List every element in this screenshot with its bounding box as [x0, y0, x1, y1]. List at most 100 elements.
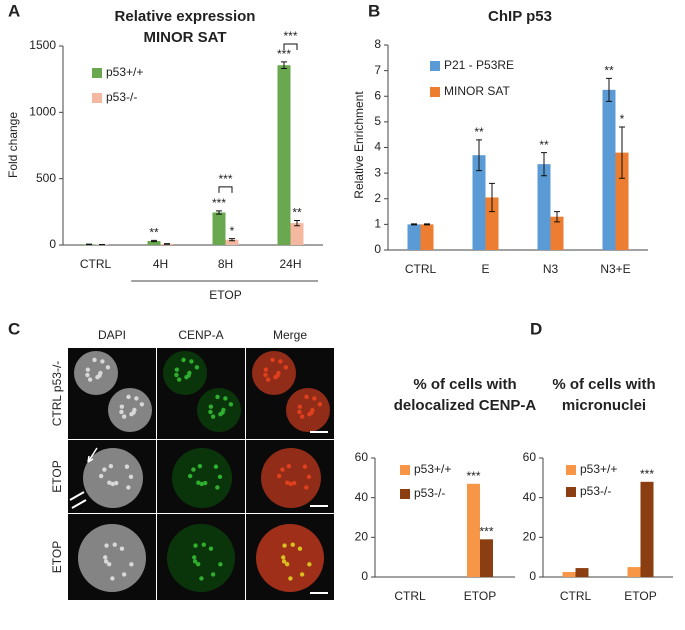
speckle: [297, 546, 303, 551]
speckle: [199, 576, 204, 581]
speckle: [297, 404, 303, 409]
error-bar: [411, 223, 417, 226]
x-tick-label: ETOP: [464, 589, 496, 603]
speckle: [187, 473, 193, 479]
error-bar: [164, 243, 170, 245]
y-tick-label: 8: [374, 37, 381, 51]
column-header: CENP-A: [178, 328, 223, 342]
y-tick-label: 1500: [29, 38, 56, 52]
speckle: [280, 467, 285, 472]
speckle: [124, 464, 130, 469]
speckle: [119, 409, 124, 415]
speckle: [199, 481, 204, 487]
bar: [480, 539, 493, 577]
legend-swatch: [92, 68, 102, 78]
nucleus: [197, 388, 241, 432]
speckle: [112, 542, 117, 547]
speckle: [218, 411, 223, 417]
legend-label: MINOR SAT: [444, 84, 510, 98]
bar: [277, 65, 291, 245]
speckle: [263, 372, 268, 378]
speckle: [192, 555, 197, 560]
error-bar: [619, 126, 625, 179]
speckle: [119, 546, 125, 551]
significance-label: **: [539, 138, 549, 152]
speckle: [286, 463, 292, 469]
speckle: [191, 467, 196, 472]
speckle: [121, 414, 127, 419]
bar: [537, 164, 551, 250]
speckle: [95, 374, 100, 380]
y-tick-label: 1000: [29, 105, 56, 119]
nucleus: [172, 448, 232, 508]
speckle: [92, 357, 97, 363]
speckle: [193, 543, 198, 548]
speckle: [265, 377, 271, 382]
nucleus: [167, 524, 235, 592]
y-tick-label: 2: [374, 191, 381, 205]
chart-title: % of cells with: [413, 376, 516, 393]
y-tick-label: 0: [361, 569, 368, 583]
column-header: DAPI: [98, 328, 126, 342]
significance-label: ***: [479, 524, 493, 538]
error-bar: [294, 219, 300, 227]
speckle: [121, 572, 127, 577]
speckle: [317, 402, 323, 407]
speckle: [307, 411, 312, 417]
significance-label: **: [474, 125, 484, 139]
y-axis-label: Relative Enrichment: [352, 91, 366, 199]
speckle: [107, 480, 112, 485]
speckle: [281, 559, 287, 564]
x-tick-label: 8H: [218, 257, 233, 271]
y-tick-label: 500: [36, 171, 56, 185]
bar: [550, 216, 564, 250]
speckle: [184, 374, 189, 380]
speckle: [290, 542, 295, 547]
speckle: [114, 480, 119, 486]
bar: [472, 155, 486, 250]
y-tick-label: 1: [374, 217, 381, 231]
speckle: [218, 562, 223, 567]
speckle: [288, 481, 293, 487]
comparison-label: ***: [218, 172, 232, 186]
speckle: [128, 474, 134, 480]
speckle: [194, 365, 200, 370]
y-tick-label: 0: [49, 237, 56, 251]
legend-label: p53-/-: [414, 486, 445, 500]
speckle: [126, 485, 131, 490]
significance-label: ***: [212, 196, 226, 210]
bar: [290, 223, 304, 245]
speckle: [297, 409, 302, 415]
x-tick-label: CTRL: [405, 262, 437, 276]
nucleus: [163, 351, 207, 395]
bar: [615, 152, 629, 250]
speckle: [299, 572, 305, 577]
legend-swatch: [400, 465, 410, 475]
legend-label: P21 - P53RE: [444, 58, 514, 72]
legend-swatch: [400, 489, 410, 499]
speckle: [106, 561, 112, 567]
y-tick-label: 3: [374, 165, 381, 179]
speckle: [192, 559, 198, 564]
chart-title: ChIP p53: [488, 8, 552, 25]
x-tick-label: CTRL: [560, 589, 592, 603]
y-tick-label: 40: [523, 490, 537, 504]
speckle: [104, 543, 109, 548]
bar: [575, 568, 589, 577]
speckle: [215, 394, 220, 400]
speckle: [195, 561, 201, 567]
error-bar: [424, 223, 430, 226]
speckle: [306, 474, 312, 480]
nucleus: [256, 524, 324, 592]
legend-swatch: [430, 61, 440, 71]
speckle: [110, 481, 115, 487]
speckle: [176, 377, 182, 382]
x-tick-label: CTRL: [394, 589, 426, 603]
speckle: [223, 396, 228, 401]
speckle: [299, 414, 305, 419]
bar: [147, 241, 161, 245]
speckle: [100, 359, 105, 364]
speckle: [98, 473, 104, 479]
speckle: [103, 559, 109, 564]
bar: [627, 567, 641, 577]
